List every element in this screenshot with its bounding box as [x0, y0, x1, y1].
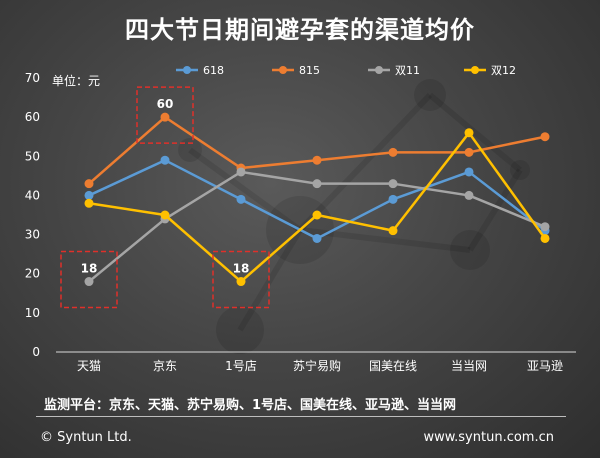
x-tick-label: 1号店 [225, 359, 257, 373]
data-point [388, 226, 398, 236]
legend-swatch-marker [375, 66, 383, 74]
data-point [312, 179, 322, 189]
data-label: 60 [157, 97, 174, 111]
legend-label: 618 [203, 64, 224, 77]
data-point [464, 167, 474, 177]
legend-swatch-marker [279, 66, 287, 74]
legend-label: 双12 [491, 64, 516, 77]
data-point [236, 277, 246, 287]
highlight-box [212, 250, 270, 309]
data-point [540, 132, 550, 142]
legend-item-双11: 双11 [368, 64, 420, 77]
chart-title: 四大节日期间避孕套的渠道均价 [125, 16, 475, 44]
decor-link [237, 228, 303, 332]
data-point [160, 155, 170, 165]
x-tick-label: 国美在线 [369, 359, 417, 373]
highlight-annotation: 60 [136, 86, 194, 144]
series-layer [84, 112, 550, 287]
series-618 [84, 155, 550, 243]
decor-link [467, 168, 523, 252]
y-tick-label: 50 [25, 149, 40, 163]
data-point [540, 233, 550, 243]
x-tick-label: 当当网 [451, 359, 487, 373]
y-tick-label: 40 [25, 188, 40, 202]
legend-label: 815 [299, 64, 320, 77]
data-point [464, 147, 474, 157]
legend-swatch-marker [471, 66, 479, 74]
data-point [388, 147, 398, 157]
decor-link [297, 92, 433, 233]
data-point [312, 233, 322, 243]
series-815 [84, 112, 550, 189]
data-point [540, 222, 550, 232]
legend-item-815: 815 [272, 64, 320, 77]
y-tick-label: 0 [32, 345, 40, 359]
y-tick-label: 20 [25, 267, 40, 281]
data-point [160, 210, 170, 220]
decor-node [216, 306, 264, 354]
data-point [84, 179, 94, 189]
data-point [312, 155, 322, 165]
series-双12 [84, 128, 550, 287]
y-tick-label: 10 [25, 306, 40, 320]
copyright-text: © Syntun Ltd. [40, 430, 132, 445]
unit-label: 单位：元 [52, 74, 101, 88]
series-line [88, 115, 546, 185]
data-point [84, 198, 94, 208]
background-decoration [178, 79, 530, 354]
highlight-box [136, 86, 194, 144]
highlight-annotation: 18 [60, 250, 118, 309]
x-tick-label: 天猫 [77, 359, 101, 373]
data-point [464, 190, 474, 200]
data-point [312, 210, 322, 220]
decor-link [428, 92, 522, 173]
annotation-layer: 18 60 18 [60, 86, 270, 309]
data-point [160, 112, 170, 122]
decor-node [510, 160, 530, 180]
highlight-annotation: 18 [212, 250, 270, 309]
highlight-box [60, 250, 118, 309]
decor-node [450, 230, 490, 270]
platforms-note: 监测平台：京东、天猫、苏宁易购、1号店、国美在线、亚马逊、当当网 [44, 398, 457, 413]
data-point [236, 167, 246, 177]
y-tick-label: 70 [25, 71, 40, 85]
y-tick-label: 60 [25, 110, 40, 124]
y-tick-label: 30 [25, 228, 40, 242]
decor-link [188, 147, 302, 233]
chart-axes: 0 10 20 30 40 50 60 70 天猫 京东 1号店 苏宁易购 国美在线 当当网 亚马逊 [25, 71, 576, 373]
data-label: 18 [233, 262, 250, 276]
data-label: 18 [81, 262, 98, 276]
legend-item-618: 618 [176, 64, 224, 77]
data-point [84, 277, 94, 287]
data-point [464, 128, 474, 138]
data-point [236, 194, 246, 204]
x-tick-label: 京东 [153, 359, 177, 373]
decor-node [414, 79, 446, 111]
chart-legend: 618 815 双11 双12 [176, 64, 516, 77]
legend-swatch-marker [183, 66, 191, 74]
decor-node [178, 138, 202, 162]
legend-item-双12: 双12 [464, 64, 516, 77]
website-text: www.syntun.com.cn [423, 430, 554, 445]
data-point [84, 190, 94, 200]
footer-divider [36, 416, 566, 417]
x-tick-label: 苏宁易购 [293, 358, 341, 373]
x-tick-label: 亚马逊 [527, 359, 563, 373]
legend-label: 双11 [395, 64, 420, 77]
data-point [388, 179, 398, 189]
data-point [388, 194, 398, 204]
